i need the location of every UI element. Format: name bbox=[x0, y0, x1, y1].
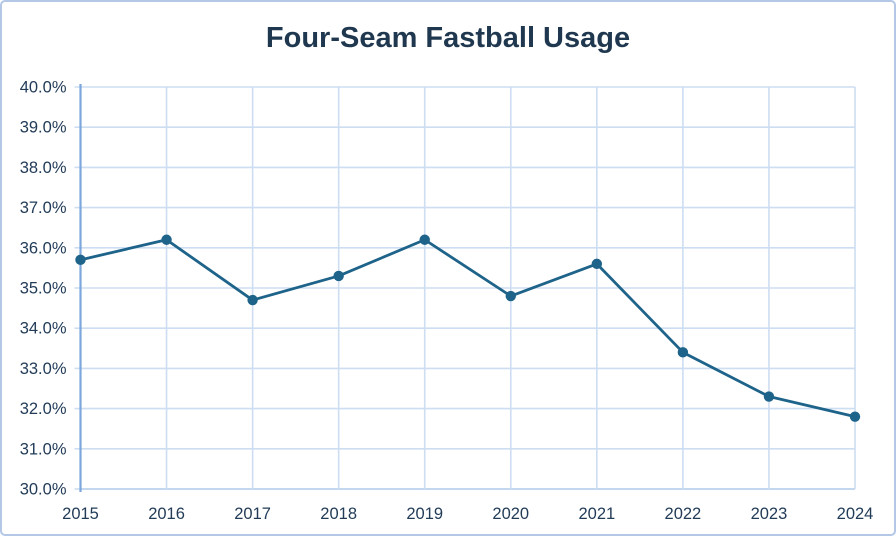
data-point-2017 bbox=[247, 294, 258, 306]
data-point-2024 bbox=[849, 411, 861, 422]
y-tick-label: 35.0% bbox=[20, 280, 67, 298]
x-tick-label: 2021 bbox=[578, 505, 615, 523]
y-tick-label: 38.0% bbox=[20, 159, 67, 177]
data-point-2020 bbox=[505, 290, 516, 302]
y-tick-label: 33.0% bbox=[20, 360, 67, 378]
x-tick-label: 2020 bbox=[492, 505, 529, 523]
y-tick-label: 31.0% bbox=[20, 440, 67, 458]
chart-title: Four-Seam Fastball Usage bbox=[265, 22, 631, 54]
y-tick-label: 30.0% bbox=[20, 481, 67, 499]
x-tick-label: 2024 bbox=[837, 505, 874, 523]
data-point-2019 bbox=[419, 234, 430, 245]
data-point-2016 bbox=[161, 234, 172, 245]
data-point-2018 bbox=[333, 270, 344, 282]
x-tick-label: 2023 bbox=[751, 505, 788, 523]
data-series-line bbox=[79, 238, 857, 419]
x-tick-label: 2017 bbox=[234, 505, 271, 523]
x-tick-label: 2016 bbox=[148, 505, 185, 523]
y-tick-label: 37.0% bbox=[20, 199, 67, 217]
x-tick-label: 2019 bbox=[406, 505, 443, 523]
x-tick-label: 2022 bbox=[665, 505, 702, 523]
y-tick-label: 40.0% bbox=[20, 79, 67, 97]
data-point-2021 bbox=[591, 258, 603, 270]
y-tick-label: 36.0% bbox=[20, 239, 67, 257]
x-tick-label: 2018 bbox=[320, 505, 357, 523]
y-tick-label: 32.0% bbox=[20, 400, 67, 418]
data-point-2015 bbox=[75, 254, 86, 266]
x-tick-label: 2015 bbox=[62, 505, 99, 523]
data-point-2023 bbox=[763, 391, 775, 402]
y-tick-label: 34.0% bbox=[20, 320, 67, 338]
data-point-2022 bbox=[677, 347, 689, 358]
y-tick-label: 39.0% bbox=[20, 119, 67, 137]
